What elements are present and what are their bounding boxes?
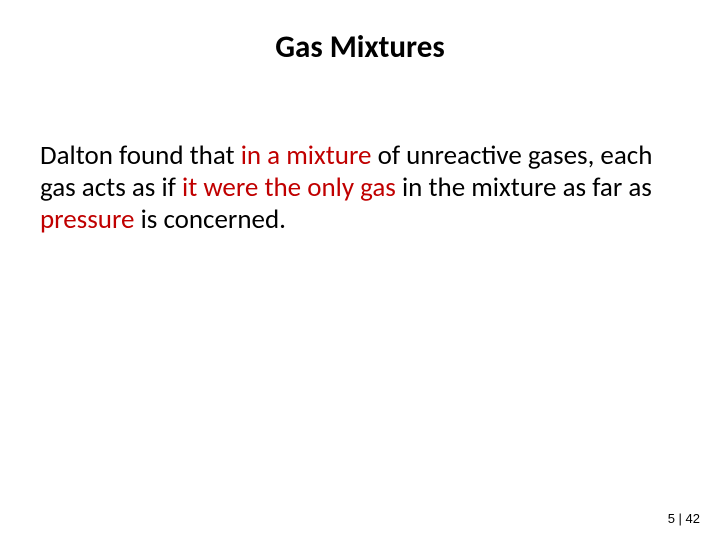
page-num: 42 (686, 511, 700, 526)
slide-title: Gas Mixtures (0, 28, 720, 66)
body-seg-4: in the mixture as far as (402, 171, 652, 204)
body-seg-1: in a mixture (241, 139, 378, 172)
page-section: 5 (668, 511, 675, 526)
body-seg-5: pressure (40, 203, 141, 236)
page-sep: | (675, 511, 686, 526)
body-seg-0: Dalton found that (40, 139, 241, 172)
slide: Gas Mixtures Dalton found that in a mixt… (0, 0, 720, 540)
page-number: 5 | 42 (668, 511, 700, 526)
body-seg-3: it were the only gas (182, 171, 402, 204)
slide-body: Dalton found that in a mixture of unreac… (40, 140, 672, 236)
body-seg-6: is concerned. (141, 203, 286, 236)
